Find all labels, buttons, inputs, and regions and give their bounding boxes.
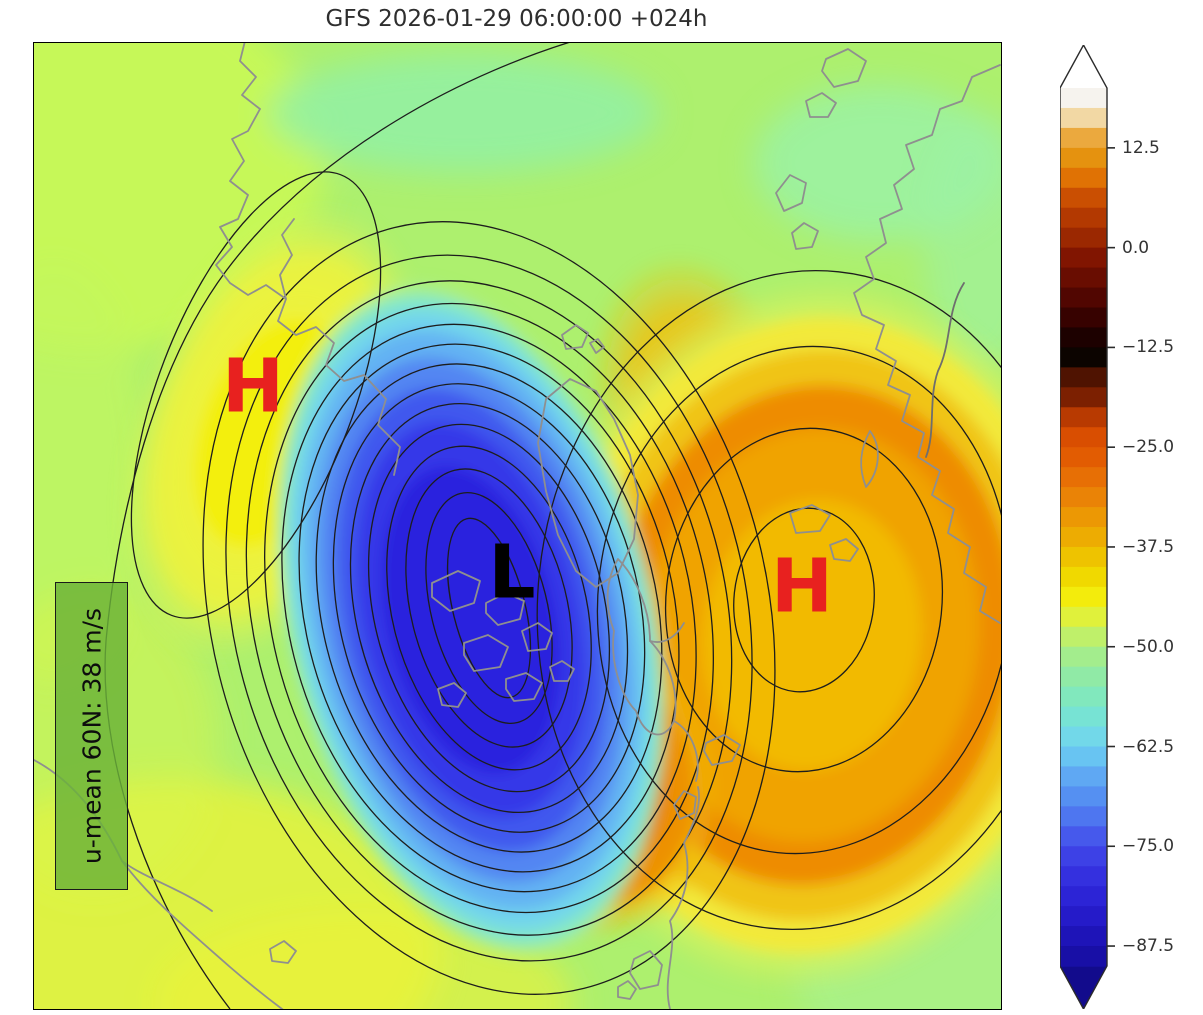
- colorbar-tick-label: −37.5: [1122, 536, 1175, 557]
- map-plot: [34, 43, 1001, 1009]
- map-panel: [33, 42, 1002, 1010]
- colorbar-tick-label: −75.0: [1122, 836, 1175, 857]
- u-mean-annotation: u-mean 60N: 38 m/s: [55, 582, 128, 890]
- temperature-field: [34, 43, 1001, 1009]
- colorbar-gradient: [1059, 43, 1115, 1011]
- colorbar-tick-label: −25.0: [1122, 437, 1175, 458]
- plot-title: GFS 2026-01-29 06:00:00 +024h: [325, 6, 708, 32]
- u-mean-annotation-text: u-mean 60N: 38 m/s: [77, 607, 106, 865]
- colorbar-tick-label: −62.5: [1122, 736, 1175, 757]
- colorbar: [1059, 43, 1120, 1011]
- colorbar-tick-label: 0.0: [1122, 237, 1150, 258]
- colorbar-tick-label: −50.0: [1122, 636, 1175, 657]
- colorbar-tick-label: −87.5: [1122, 936, 1175, 957]
- colorbar-tick-label: 12.5: [1122, 137, 1160, 158]
- coastlines: [34, 43, 1001, 1009]
- colorbar-tick-labels: 12.5 0.0 −12.5 −25.0 −37.5 −50.0 −62.5 −75.0 −87…: [1122, 45, 1202, 1009]
- colorbar-tick-label: −12.5: [1122, 337, 1175, 358]
